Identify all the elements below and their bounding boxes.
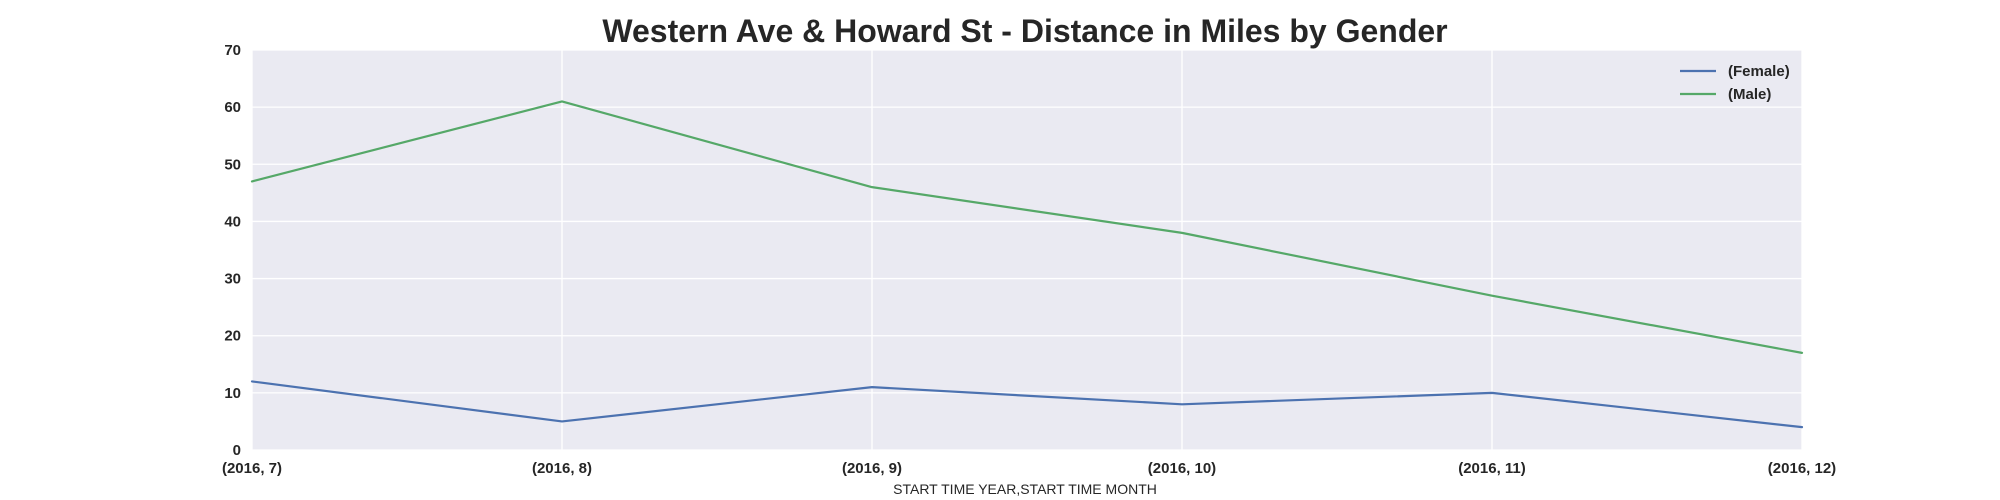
x-axis-label: START TIME YEAR,START TIME MONTH — [893, 481, 1157, 497]
y-axis-ticks: 0 10 20 30 40 50 60 70 — [224, 42, 241, 459]
y-tick-label: 60 — [224, 99, 241, 116]
y-tick-label: 30 — [224, 271, 241, 288]
series-lines — [250, 100, 1804, 429]
y-tick-label: 0 — [233, 442, 241, 459]
x-tick-label: (2016, 8) — [532, 460, 592, 477]
chart-title: Western Ave & Howard St - Distance in Mi… — [602, 13, 1447, 49]
legend: (Female) (Male) — [1680, 63, 1790, 103]
y-tick-label: 50 — [224, 156, 241, 173]
y-tick-label: 20 — [224, 328, 241, 345]
x-tick-label: (2016, 9) — [842, 460, 902, 477]
x-tick-label: (2016, 10) — [1148, 460, 1216, 477]
y-tick-label: 70 — [224, 42, 241, 59]
series-line-1 — [250, 100, 1804, 354]
legend-label: (Male) — [1728, 86, 1771, 103]
x-tick-label: (2016, 7) — [222, 460, 282, 477]
plot-area — [252, 50, 1802, 450]
y-tick-label: 40 — [224, 213, 241, 230]
x-tick-label: (2016, 12) — [1768, 460, 1836, 477]
grid-lines — [251, 49, 1803, 451]
y-tick-label: 10 — [224, 385, 241, 402]
legend-label: (Female) — [1728, 63, 1790, 80]
series-line-0 — [250, 380, 1804, 429]
x-axis-ticks: (2016, 7) (2016, 8) (2016, 9) (2016, 10) (20… — [222, 460, 1836, 477]
x-tick-label: (2016, 11) — [1458, 460, 1526, 477]
